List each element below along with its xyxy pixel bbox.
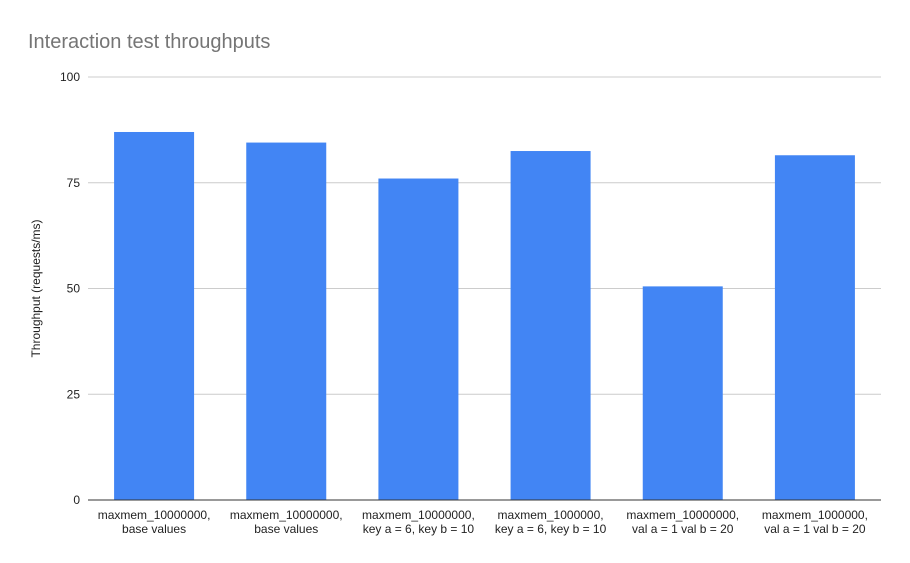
y-tick-label: 50 xyxy=(67,282,81,296)
x-axis-labels: maxmem_10000000, base valuesmaxmem_100000… xyxy=(98,508,868,536)
bar xyxy=(246,142,327,500)
x-category-label: maxmem_10000000, val a = 1 val b = 20 xyxy=(626,508,739,536)
x-category-label-line: val a = 1 val b = 20 xyxy=(764,522,866,536)
chart-title: Interaction test throughputs xyxy=(28,31,270,53)
x-category-label-line: maxmem_10000000, xyxy=(230,508,343,522)
bar xyxy=(510,151,591,500)
bar xyxy=(114,131,195,501)
y-tick-label: 75 xyxy=(67,176,81,190)
x-category-label-line: maxmem_10000000, xyxy=(362,508,475,522)
x-category-label-line: base values xyxy=(254,522,318,536)
y-tick-label: 25 xyxy=(67,387,81,401)
x-category-label-line: maxmem_1000000, xyxy=(762,508,868,522)
y-axis-label: Throughput (requests/ms) xyxy=(29,219,43,357)
x-category-label-line: key a = 6, key b = 10 xyxy=(363,522,475,536)
x-category-label: maxmem_10000000, key a = 6, key b = 10 xyxy=(362,508,475,536)
gridlines xyxy=(88,76,881,395)
bar xyxy=(642,286,723,500)
x-category-label: maxmem_10000000, base values xyxy=(230,508,343,536)
x-category-label-line: val a = 1 val b = 20 xyxy=(632,522,734,536)
x-category-label-line: base values xyxy=(122,522,186,536)
x-category-label-line: key a = 6, key b = 10 xyxy=(495,522,607,536)
y-tick-label: 100 xyxy=(60,70,80,84)
x-category-label: maxmem_1000000, val a = 1 val b = 20 xyxy=(762,508,868,536)
bar xyxy=(378,178,459,500)
x-category-label-line: maxmem_10000000, xyxy=(626,508,739,522)
bars xyxy=(114,131,855,501)
x-category-label-line: maxmem_1000000, xyxy=(498,508,604,522)
x-category-label-line: maxmem_10000000, xyxy=(98,508,211,522)
y-tick-label: 0 xyxy=(73,493,80,507)
x-category-label: maxmem_1000000, key a = 6, key b = 10 xyxy=(495,508,607,536)
bar xyxy=(774,155,855,500)
x-category-label: maxmem_10000000, base values xyxy=(98,508,211,536)
y-axis-ticks: 0 25 50 75 100 xyxy=(60,70,80,507)
